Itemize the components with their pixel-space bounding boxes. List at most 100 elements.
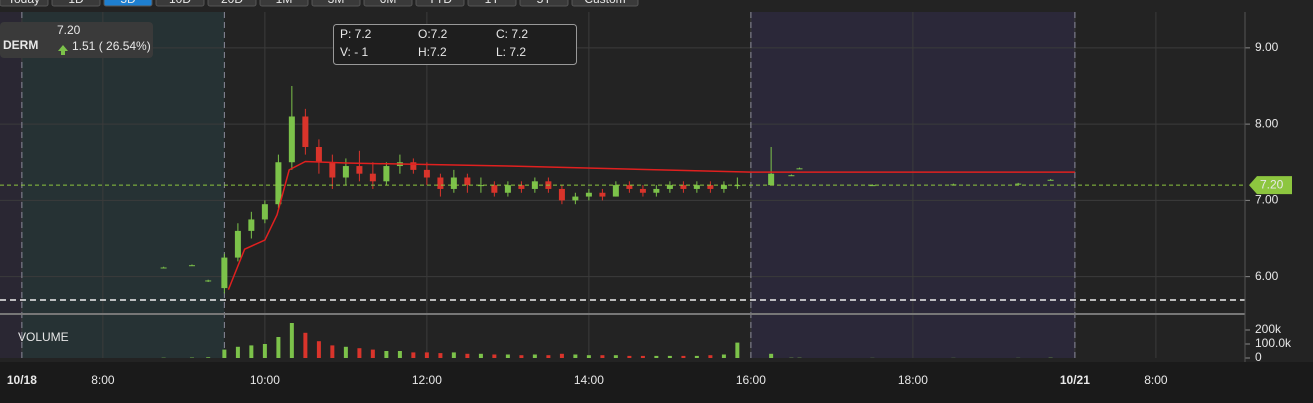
tab[interactable] (51, 0, 101, 7)
candle-body (342, 166, 349, 178)
tab-label[interactable]: Custom (584, 0, 625, 6)
y2-tick-label: 0 (1255, 350, 1262, 364)
candle-body (1015, 183, 1022, 185)
ohlc-text: L: 7.2 (496, 45, 526, 59)
tab[interactable] (155, 0, 205, 7)
candle-body (329, 162, 336, 178)
y-tick-label: 8.00 (1255, 116, 1279, 130)
tab[interactable] (311, 0, 361, 7)
tab-label[interactable]: YTD (428, 0, 452, 6)
tab[interactable] (571, 0, 639, 7)
x-tick-label: 8:00 (1144, 373, 1168, 387)
y-tick-label: 7.00 (1255, 193, 1279, 207)
tab-label[interactable]: 5Y (537, 0, 552, 6)
candle-body (275, 162, 282, 205)
ohlc-text: V: - 1 (340, 45, 369, 59)
range-tabs: Today 1D 5D 10D 20D 1M 3M 6M YTD 1Y 5Y Custom (0, 0, 639, 7)
candle-body (437, 177, 444, 189)
candle-body (707, 185, 714, 189)
candle-body (356, 166, 363, 174)
candle-body (410, 162, 417, 170)
marks: 7.20 (0, 85, 1292, 358)
x-tick-label: 16:00 (736, 373, 766, 387)
tab-label[interactable]: 5D (120, 0, 136, 6)
tab-label[interactable]: 1D (68, 0, 84, 6)
tab[interactable] (103, 0, 153, 7)
quote-change: 1.51 ( 26.54%) (72, 39, 151, 53)
x-tick-label: 14:00 (574, 373, 604, 387)
up-arrow (58, 45, 68, 55)
candle-body (558, 188, 565, 201)
x-tick-label: 10/21 (1060, 373, 1090, 387)
candle-body (869, 185, 876, 187)
candle-body (720, 185, 727, 189)
y-tick-label: 6.00 (1255, 269, 1279, 283)
tab[interactable] (363, 0, 413, 7)
tab-label[interactable]: Today (8, 0, 40, 6)
candle-body (261, 204, 268, 220)
tab-label[interactable]: 3M (328, 0, 345, 6)
quote-price: 7.20 (57, 23, 81, 37)
candle-body (1047, 179, 1054, 181)
candle-body (315, 146, 322, 163)
candle-body (491, 185, 498, 193)
candle-body (423, 169, 430, 178)
candle-body (504, 185, 511, 193)
x-tick-label: 18:00 (898, 373, 928, 387)
volume-label: VOLUME (18, 330, 69, 344)
candle-body (518, 185, 525, 189)
candle-body (796, 168, 803, 170)
candle-body (612, 185, 619, 197)
x-tick-label: 8:00 (91, 373, 115, 387)
tab[interactable] (207, 0, 257, 7)
tab-label[interactable]: 6M (380, 0, 397, 6)
candle-body (383, 166, 390, 182)
candle-body (626, 185, 633, 189)
candle-body (234, 230, 241, 258)
tab-label[interactable]: 10D (169, 0, 191, 6)
tab[interactable] (467, 0, 517, 7)
y2-tick-label: 100.0k (1255, 336, 1292, 350)
candle-body (188, 265, 195, 267)
candle-body (160, 267, 167, 269)
tab-label[interactable]: 1Y (485, 0, 500, 6)
candle-body (585, 192, 592, 197)
candle-body (599, 192, 606, 197)
candle-body (248, 219, 255, 231)
candle-body (572, 196, 579, 201)
candle-body (464, 177, 471, 186)
tab[interactable] (415, 0, 465, 7)
ohlc-text: H:7.2 (418, 45, 447, 59)
ohlc-text: O:7.2 (418, 27, 448, 41)
candle-body (680, 185, 687, 189)
candle-body (288, 116, 295, 163)
candle-body (205, 280, 212, 282)
ohlc-box (333, 24, 577, 65)
last-price-label: 7.20 (1260, 177, 1284, 191)
candle-body (666, 185, 673, 189)
tab[interactable] (0, 0, 49, 7)
tab[interactable] (519, 0, 569, 7)
vwap-line (227, 160, 1075, 290)
y-tick-label: 9.00 (1255, 40, 1279, 54)
tab-label[interactable]: 20D (221, 0, 243, 6)
candle-body (788, 175, 795, 177)
x-tick-label: 10:00 (250, 373, 280, 387)
candle-body (221, 257, 228, 289)
candle-body (477, 185, 484, 187)
quote-box (0, 22, 153, 58)
quote-symbol: DERM (3, 38, 38, 52)
tab-label[interactable]: 1M (276, 0, 293, 6)
candle-body (639, 188, 646, 193)
candle-body (768, 173, 775, 186)
y2-tick-label: 200k (1255, 322, 1282, 336)
axis-strip (0, 362, 1313, 403)
candle-body (302, 116, 309, 147)
tab[interactable] (259, 0, 309, 7)
ohlc-text: P: 7.2 (340, 27, 372, 41)
candle-body (369, 173, 376, 182)
x-tick-label: 12:00 (412, 373, 442, 387)
candle-body (653, 188, 660, 193)
